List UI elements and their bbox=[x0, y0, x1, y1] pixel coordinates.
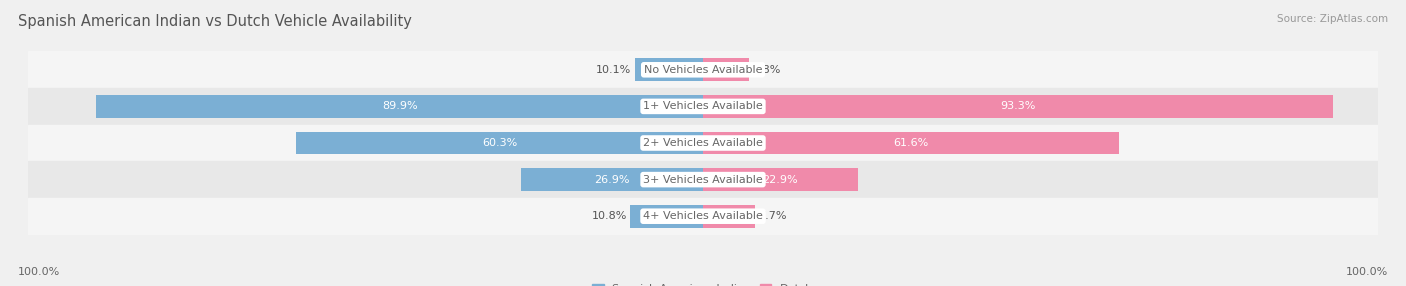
Text: 26.9%: 26.9% bbox=[595, 175, 630, 184]
Bar bbox=[28, 51, 1378, 88]
Bar bbox=[28, 198, 1378, 235]
Bar bbox=[703, 205, 755, 228]
Bar bbox=[703, 132, 1119, 154]
Bar bbox=[630, 205, 703, 228]
Text: 6.8%: 6.8% bbox=[752, 65, 780, 75]
Text: 4+ Vehicles Available: 4+ Vehicles Available bbox=[643, 211, 763, 221]
Text: 100.0%: 100.0% bbox=[1346, 267, 1388, 277]
Bar bbox=[703, 168, 858, 191]
Text: 10.1%: 10.1% bbox=[596, 65, 631, 75]
Text: 3+ Vehicles Available: 3+ Vehicles Available bbox=[643, 175, 763, 184]
Text: 10.8%: 10.8% bbox=[592, 211, 627, 221]
Text: 60.3%: 60.3% bbox=[482, 138, 517, 148]
Text: Source: ZipAtlas.com: Source: ZipAtlas.com bbox=[1277, 14, 1388, 24]
Bar bbox=[96, 95, 703, 118]
Text: 7.7%: 7.7% bbox=[758, 211, 787, 221]
Text: 61.6%: 61.6% bbox=[893, 138, 928, 148]
Bar bbox=[522, 168, 703, 191]
Text: 89.9%: 89.9% bbox=[382, 102, 418, 111]
Text: 2+ Vehicles Available: 2+ Vehicles Available bbox=[643, 138, 763, 148]
Bar bbox=[28, 88, 1378, 125]
Bar bbox=[703, 95, 1333, 118]
Bar bbox=[703, 58, 749, 81]
Legend: Spanish American Indian, Dutch: Spanish American Indian, Dutch bbox=[588, 279, 818, 286]
Bar bbox=[28, 161, 1378, 198]
Text: No Vehicles Available: No Vehicles Available bbox=[644, 65, 762, 75]
Text: 1+ Vehicles Available: 1+ Vehicles Available bbox=[643, 102, 763, 111]
Text: 93.3%: 93.3% bbox=[1000, 102, 1036, 111]
Text: 100.0%: 100.0% bbox=[18, 267, 60, 277]
Text: 22.9%: 22.9% bbox=[762, 175, 799, 184]
Bar bbox=[297, 132, 703, 154]
Bar bbox=[636, 58, 703, 81]
Text: Spanish American Indian vs Dutch Vehicle Availability: Spanish American Indian vs Dutch Vehicle… bbox=[18, 14, 412, 29]
Bar bbox=[28, 125, 1378, 161]
